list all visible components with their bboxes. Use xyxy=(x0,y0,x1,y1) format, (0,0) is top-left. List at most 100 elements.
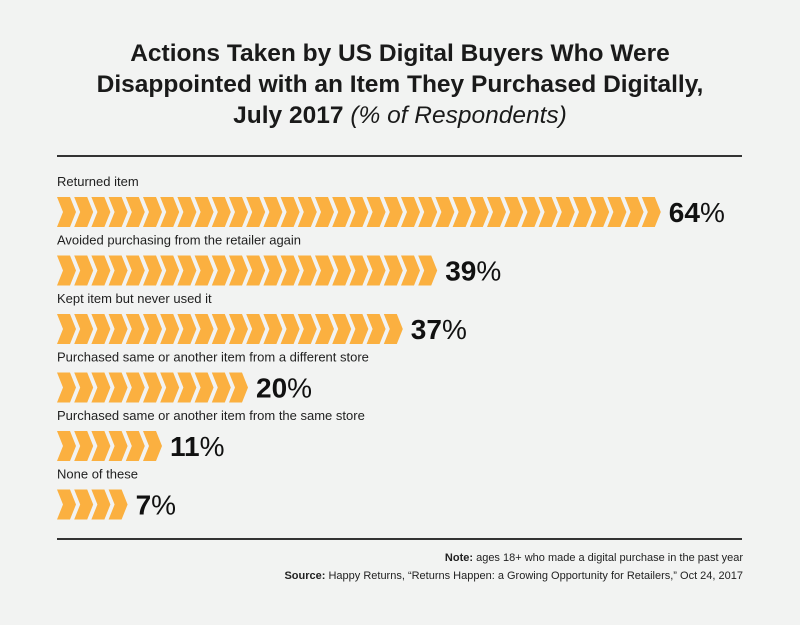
bar-chevron xyxy=(57,372,76,403)
bar-chevron xyxy=(418,197,438,227)
bar-chevron xyxy=(469,197,489,227)
bar-chevron xyxy=(143,431,162,461)
bar-chevron xyxy=(401,197,420,227)
bar-chevron xyxy=(641,197,661,227)
bar-chevron xyxy=(504,197,524,227)
value-unit: % xyxy=(700,197,725,228)
bar-chevron xyxy=(538,197,558,227)
bar-chevron xyxy=(349,197,369,227)
bar-chevron xyxy=(263,314,283,344)
bar-chevron xyxy=(91,197,111,227)
bar-chevron xyxy=(57,314,76,344)
bar-chevron xyxy=(229,314,248,344)
bar-chevron xyxy=(125,255,145,286)
note-line: Note: ages 18+ who made a digital purcha… xyxy=(284,549,743,567)
bar-chevron xyxy=(57,255,76,286)
bar-chevron xyxy=(349,255,369,286)
bar-chevron xyxy=(435,197,455,227)
category-label: Avoided purchasing from the retailer aga… xyxy=(57,233,301,248)
category-label: Returned item xyxy=(57,174,139,189)
bar-chevron xyxy=(74,197,94,227)
note-text: ages 18+ who made a digital purchase in … xyxy=(476,552,743,564)
bar-chevron xyxy=(125,314,145,344)
bar-chevron xyxy=(91,255,111,286)
bar-chevron xyxy=(194,255,214,286)
chart-title: Actions Taken by US Digital Buyers Who W… xyxy=(40,38,760,131)
value-number: 20 xyxy=(256,373,287,404)
bar-chevron xyxy=(246,197,266,227)
bar-chevron xyxy=(143,255,162,286)
value-label: 37% xyxy=(411,314,467,345)
bar-chevron xyxy=(555,197,575,227)
bar-chevron xyxy=(418,255,438,286)
bar-chevron xyxy=(143,197,162,227)
bar xyxy=(57,314,403,344)
bar xyxy=(57,431,162,461)
bar-chevron xyxy=(160,372,180,403)
value-label: 7% xyxy=(136,490,176,521)
value-number: 11 xyxy=(170,431,200,462)
bar-chevron xyxy=(177,255,197,286)
value-number: 7 xyxy=(136,490,152,521)
bar-chevron xyxy=(143,314,162,344)
bottom-divider xyxy=(57,538,742,540)
bar-chevron xyxy=(401,255,420,286)
title-line-3: July 2017 xyxy=(233,102,344,129)
bar-chevron xyxy=(74,314,94,344)
title-line-1: Actions Taken by US Digital Buyers Who W… xyxy=(130,40,670,67)
value-number: 64 xyxy=(669,197,701,228)
bar-chevron xyxy=(108,314,128,344)
value-unit: % xyxy=(200,431,225,462)
bar-chevron xyxy=(332,255,352,286)
bar-chevron xyxy=(57,489,76,520)
top-divider xyxy=(57,155,742,157)
bar-chevron xyxy=(160,197,180,227)
bar-chevron xyxy=(211,314,231,344)
bar-chevron xyxy=(211,197,231,227)
note-label: Note: xyxy=(444,552,474,564)
bar-chevron xyxy=(607,197,627,227)
bar-chevron xyxy=(91,431,111,461)
bar-chevron xyxy=(246,255,266,286)
bar-chevron xyxy=(177,372,197,403)
chart-footer: Note: ages 18+ who made a digital purcha… xyxy=(284,549,743,585)
bar-chevron xyxy=(108,372,128,403)
bar-chevron xyxy=(125,431,145,461)
category-label: Purchased same or another item from a di… xyxy=(57,350,369,365)
bar-chevron xyxy=(383,314,403,344)
source-line: Source: Happy Returns, “Returns Happen: … xyxy=(284,567,743,585)
bar-chevron xyxy=(315,314,334,344)
bar-chevron xyxy=(74,489,94,520)
value-number: 39 xyxy=(445,256,476,287)
value-unit: % xyxy=(287,373,312,404)
category-label: None of these xyxy=(57,467,138,482)
bar-chevron xyxy=(521,197,541,227)
bar-chevron xyxy=(280,197,300,227)
bar-chevron xyxy=(229,372,248,403)
title-line-2: Disappointed with an Item They Purchased… xyxy=(96,71,704,98)
bar-chevron xyxy=(211,372,231,403)
value-label: 39% xyxy=(445,256,501,287)
bar-chevron xyxy=(177,314,197,344)
bar-chevron xyxy=(108,255,128,286)
bar xyxy=(57,372,248,403)
bar-chevron xyxy=(91,314,111,344)
bar-chevron xyxy=(211,255,231,286)
value-label: 64% xyxy=(669,197,725,228)
bar-chevron xyxy=(194,197,214,227)
bar-chevron xyxy=(91,372,111,403)
bar-chevron xyxy=(74,431,94,461)
bar-chevron xyxy=(57,197,76,227)
bar-chevron xyxy=(246,314,266,344)
bar-chevron xyxy=(74,372,94,403)
bar-chevron xyxy=(366,314,386,344)
bar-chevron xyxy=(315,197,334,227)
bar xyxy=(57,489,128,520)
bar-chevron xyxy=(108,197,128,227)
bar-chevron xyxy=(263,197,283,227)
bar-chevron xyxy=(573,197,592,227)
value-unit: % xyxy=(151,490,176,521)
bar-chevron xyxy=(297,314,317,344)
title-subtitle: (% of Respondents) xyxy=(350,102,567,129)
